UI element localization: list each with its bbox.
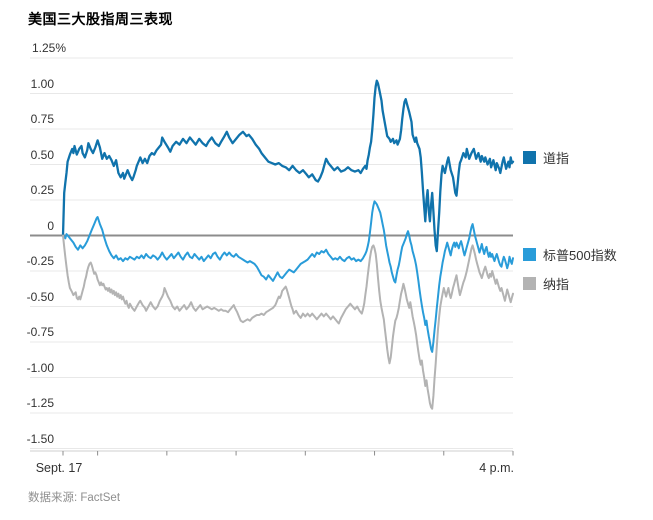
- x-axis-start-label: Sept. 17: [35, 461, 83, 475]
- y-axis-label: -0.50: [26, 289, 54, 304]
- x-axis-end-label: 4 p.m.: [479, 461, 514, 475]
- y-axis-label: 0.50: [30, 147, 54, 162]
- y-axis-label: -0.75: [26, 325, 54, 339]
- y-axis-label: -0.25: [26, 254, 54, 268]
- legend-label-dow: 道指: [543, 151, 570, 166]
- data-source-label: 数据来源: FactSet: [28, 492, 121, 504]
- y-axis-label: -1.00: [26, 360, 54, 375]
- legend-label-nasdaq: 纳指: [543, 276, 570, 292]
- chart-title: 美国三大股指周三表现: [28, 11, 173, 27]
- nasdaq-line: [62, 234, 514, 410]
- legend-swatch-sp500: [523, 248, 536, 261]
- legend-item-nasdaq: 纳指: [523, 274, 569, 293]
- y-axis-label: 0: [47, 218, 54, 233]
- dow-line: [61, 79, 515, 253]
- legend-label-sp500: 标普500指数: [543, 248, 617, 263]
- legend-item-dow: 道指: [523, 148, 569, 167]
- y-axis-label: 0.25: [30, 183, 54, 197]
- legend-item-sp500: 标普500指数: [523, 245, 617, 264]
- y-axis-label: 0.75: [30, 112, 54, 126]
- y-axis-label: -1.50: [26, 431, 54, 446]
- y-axis-label: 1.00: [30, 76, 54, 91]
- y-axis-label: 1.25%: [31, 41, 66, 55]
- sp500-line: [62, 200, 514, 353]
- legend-swatch-dow: [523, 151, 536, 164]
- y-axis-label: -1.25: [26, 396, 54, 410]
- legend-swatch-nasdaq: [523, 276, 536, 290]
